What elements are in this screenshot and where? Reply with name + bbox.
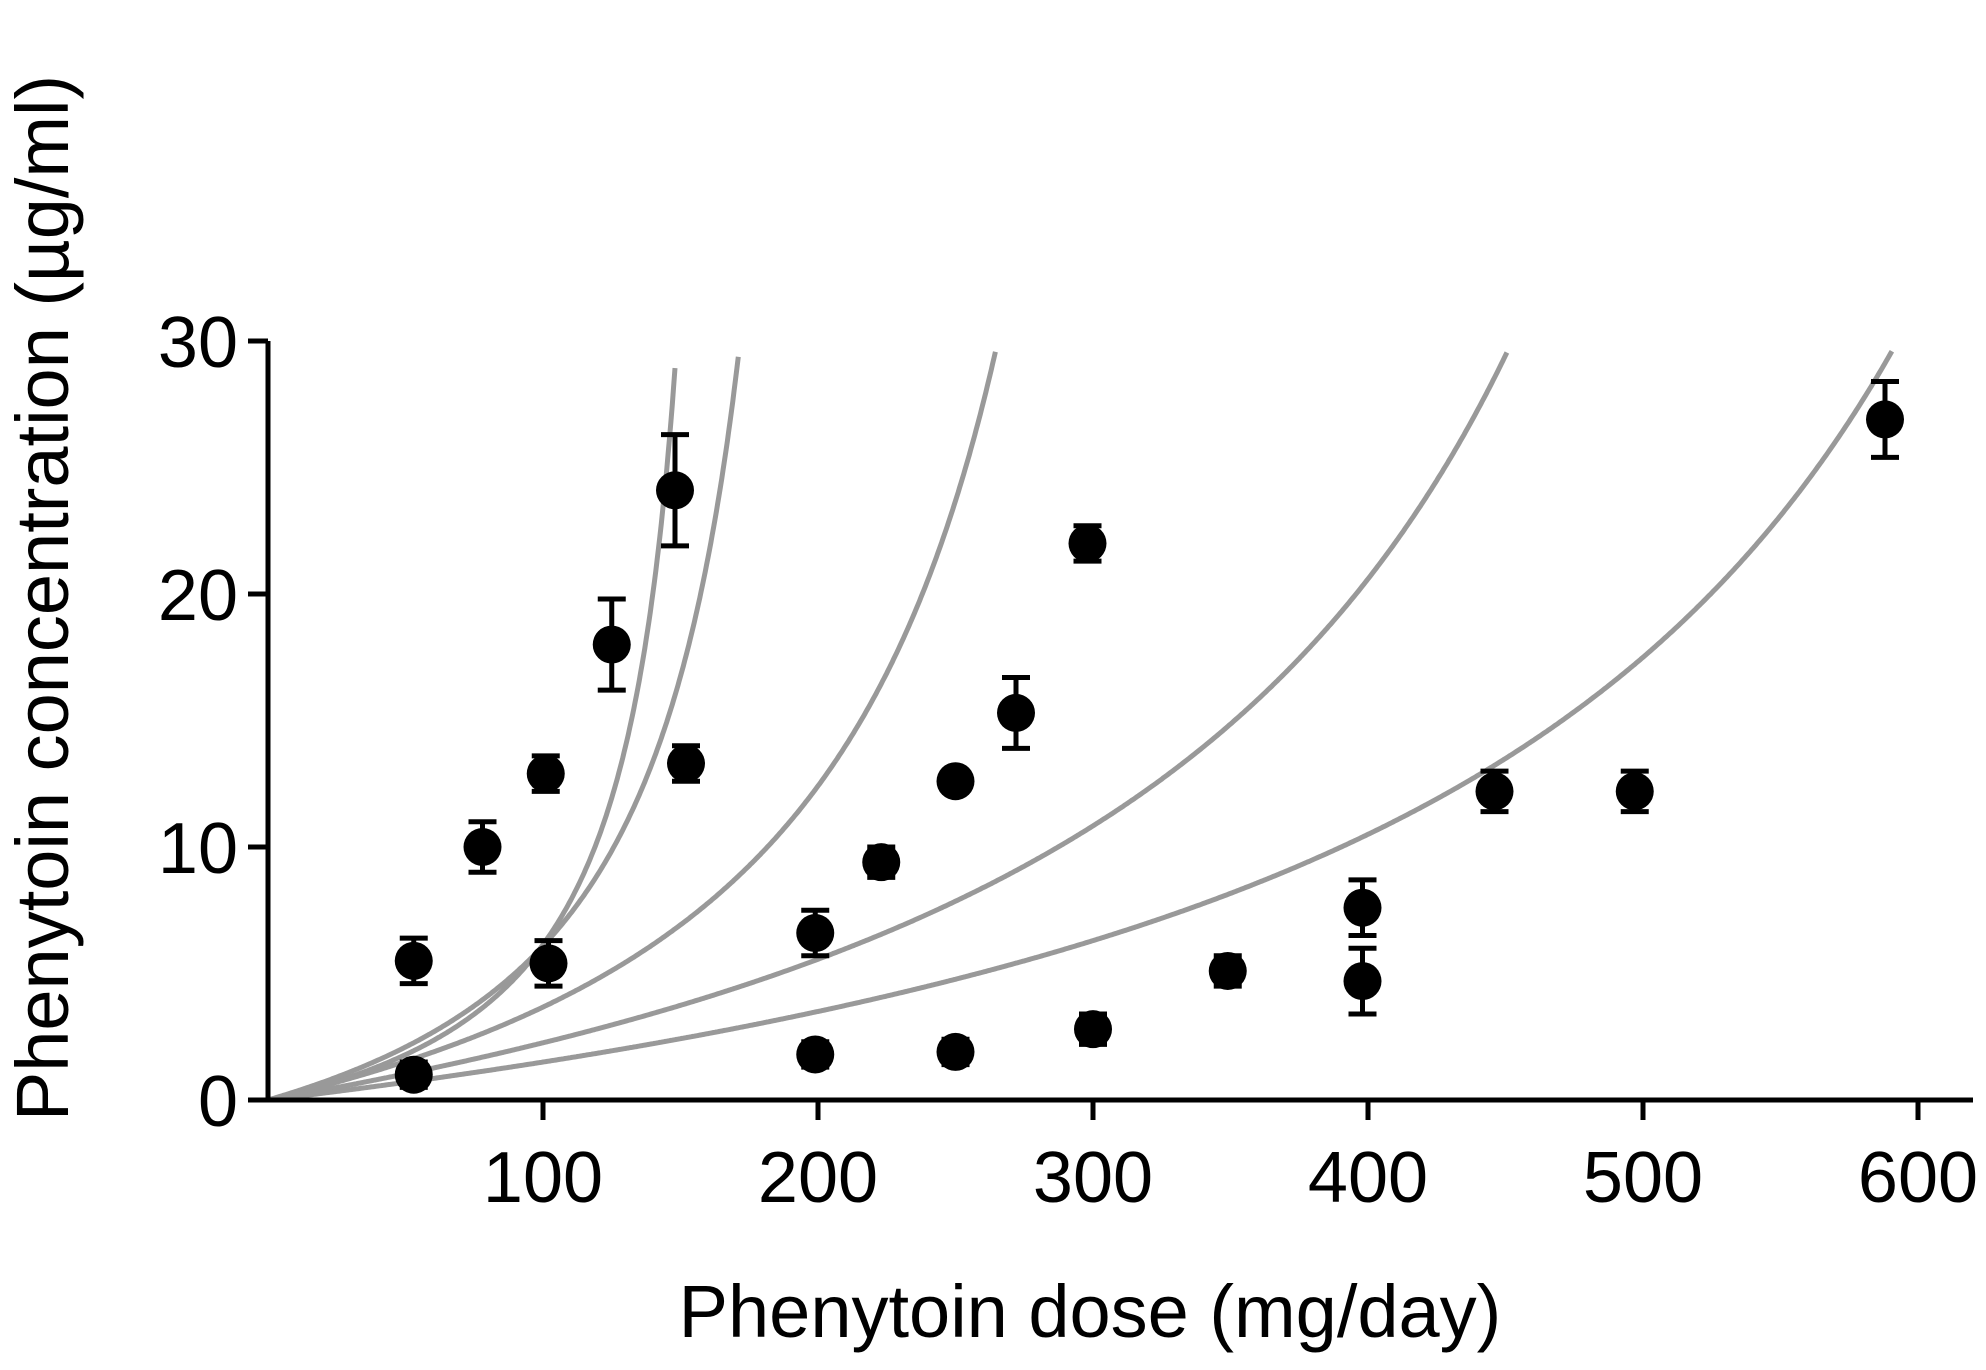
data-point-s4-1 <box>796 1035 835 1074</box>
data-marker <box>1343 962 1382 1001</box>
data-point-s1-4 <box>592 596 631 693</box>
data-point-s5-3 <box>1866 378 1904 460</box>
y-tick-label: 10 <box>158 809 238 889</box>
data-marker <box>1475 772 1514 811</box>
data-point-s4-3 <box>1074 1010 1112 1049</box>
data-marker <box>394 1055 433 1094</box>
data-point-s3-5 <box>1068 523 1107 564</box>
data-marker <box>1615 772 1654 811</box>
data-point-s3-3 <box>936 762 975 801</box>
data-marker <box>936 762 975 801</box>
fit-curve-1 <box>267 367 678 1103</box>
y-axis-label: Phenytoin concentration (µg/ml) <box>1 75 84 1121</box>
data-marker <box>862 843 901 882</box>
fit-curve-4 <box>267 351 1510 1103</box>
x-tick-label: 500 <box>1583 1138 1703 1218</box>
fit-curve-2 <box>267 356 741 1103</box>
x-tick-label: 600 <box>1858 1138 1978 1218</box>
data-marker <box>592 625 631 664</box>
data-point-s3-1 <box>796 907 835 959</box>
data-point-s3-2 <box>862 843 901 882</box>
data-point-s2-3 <box>667 743 705 784</box>
data-marker <box>936 1032 975 1071</box>
data-marker <box>796 1035 835 1074</box>
data-points <box>394 378 1904 1094</box>
data-marker <box>1068 524 1107 563</box>
fit-curves <box>267 349 1895 1103</box>
axes <box>248 338 1973 1120</box>
data-point-s1-1 <box>394 935 433 987</box>
data-marker <box>529 944 568 983</box>
data-point-s5-1 <box>1343 945 1382 1017</box>
data-point-s1-2 <box>463 819 502 875</box>
data-point-s4-2 <box>936 1032 975 1071</box>
x-tick-label: 200 <box>758 1138 878 1218</box>
fit-curve-3 <box>267 351 998 1103</box>
y-tick-label: 30 <box>158 303 238 383</box>
data-marker <box>1074 1010 1112 1049</box>
data-marker <box>656 471 694 510</box>
data-marker <box>997 693 1035 732</box>
data-point-s2-1 <box>394 1055 433 1094</box>
y-tick-label: 20 <box>158 556 238 636</box>
data-point-s1-3 <box>526 753 565 794</box>
data-point-s5-2 <box>1615 768 1654 815</box>
data-marker <box>526 754 565 793</box>
data-marker <box>463 828 502 866</box>
x-axis-label: Phenytoin dose (mg/day) <box>679 1270 1502 1353</box>
data-marker <box>394 941 433 980</box>
tick-labels: 0 10 20 30 100 200 300 400 500 600 <box>158 303 1978 1218</box>
x-tick-label: 300 <box>1033 1138 1153 1218</box>
data-marker <box>796 914 835 953</box>
x-tick-label: 100 <box>483 1138 603 1218</box>
data-point-s3-4 <box>997 674 1035 751</box>
data-marker <box>1208 951 1247 990</box>
fit-curve-5 <box>267 349 1895 1103</box>
data-point-s1-5 <box>656 432 694 549</box>
y-tick-label: 0 <box>198 1062 238 1142</box>
data-point-s4-5 <box>1343 877 1382 939</box>
x-tick-label: 400 <box>1308 1138 1428 1218</box>
data-point-s4-4 <box>1208 951 1247 990</box>
data-point-s2-2 <box>529 938 568 989</box>
data-marker <box>1343 888 1382 927</box>
data-marker <box>667 744 705 783</box>
data-marker <box>1866 400 1904 439</box>
data-point-s4-6 <box>1475 768 1514 815</box>
